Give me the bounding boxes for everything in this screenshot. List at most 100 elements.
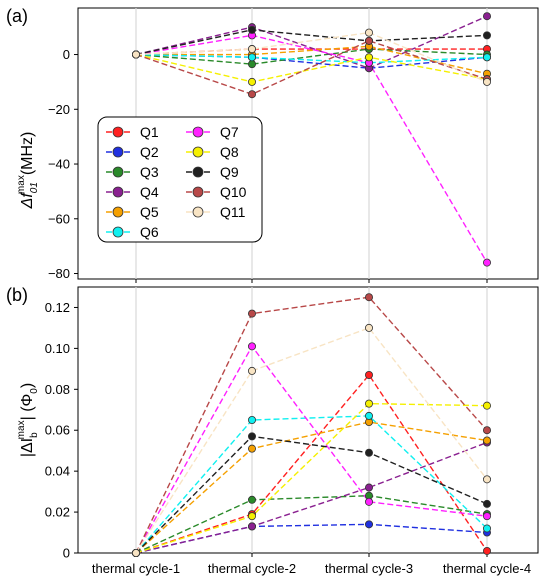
- y-tick-label: 0.04: [45, 464, 70, 479]
- y-tick-label: 0.06: [45, 423, 70, 438]
- point-q10: [364, 293, 373, 302]
- legend-label-q1: Q1: [140, 124, 159, 140]
- y-tick-label: 0.12: [45, 300, 70, 315]
- y-tick-label: −20: [48, 102, 70, 117]
- series-line-q6: [135, 415, 488, 554]
- point-q11: [247, 366, 256, 375]
- legend-marker-q8: [192, 146, 204, 158]
- y-tick-label: 0: [63, 47, 70, 62]
- x-tick-label: thermal cycle-3: [325, 561, 413, 576]
- panel-b-label: (b): [6, 285, 28, 305]
- series-line-q6: [135, 53, 488, 64]
- legend-label-q9: Q9: [220, 164, 239, 180]
- x-tick-label: thermal cycle-1: [92, 561, 180, 576]
- point-q4: [247, 522, 256, 531]
- point-q9: [247, 25, 256, 34]
- point-q11: [131, 549, 140, 558]
- panel-a-legend: Q1 Q2 Q3 Q4 Q5 Q6 Q7 Q8 Q9 Q10 Q11: [97, 116, 263, 243]
- legend-label-q6: Q6: [140, 224, 159, 240]
- point-q10: [247, 309, 256, 318]
- point-q5: [247, 444, 256, 453]
- point-q11: [131, 50, 140, 59]
- series-line-q5: [135, 421, 488, 554]
- legend-label-q4: Q4: [140, 184, 159, 200]
- point-q9: [482, 31, 491, 40]
- point-q11: [364, 323, 373, 332]
- legend-marker-q2: [112, 146, 124, 158]
- series-line-q8: [135, 53, 488, 83]
- legend-label-q11: Q11: [220, 204, 246, 220]
- panel-a-series: [131, 12, 491, 267]
- panel-a: (a) 0−20−40−60−80 Δf01max(MHz) Q1Q2Q3Q4Q…: [6, 6, 539, 283]
- point-q7: [482, 258, 491, 267]
- panel-a-y-ticks: 0 −20 −40 −60 −80: [48, 47, 78, 281]
- legend-frame: [97, 116, 263, 243]
- series-line-q4: [135, 15, 488, 69]
- legend-marker-q7: [192, 126, 204, 138]
- point-q8: [247, 77, 256, 86]
- legend-marker-q4: [112, 186, 124, 198]
- series-line-q4: [135, 441, 488, 554]
- point-q7: [247, 342, 256, 351]
- point-q4: [482, 12, 491, 21]
- point-q5: [482, 436, 491, 445]
- legend-marker-q10: [192, 186, 204, 198]
- panel-a-label: (a): [6, 6, 28, 26]
- point-q10: [364, 36, 373, 45]
- series-line-q10: [135, 296, 488, 554]
- point-q9: [482, 499, 491, 508]
- legend-marker-q5: [112, 206, 124, 218]
- y-tick-label: 0.10: [45, 341, 70, 356]
- point-q2: [364, 520, 373, 529]
- point-q1: [364, 370, 373, 379]
- y-tick-label: 0.08: [45, 382, 70, 397]
- series-line-q11: [135, 31, 488, 83]
- point-q11: [482, 77, 491, 86]
- point-q7: [364, 497, 373, 506]
- legend-marker-q11: [192, 206, 204, 218]
- panel-a-y-axis-label: Δf01max(MHz): [16, 132, 40, 210]
- series-line-q1: [135, 373, 488, 554]
- point-q6: [247, 53, 256, 62]
- x-tick-label: thermal cycle-2: [208, 561, 296, 576]
- legend-label-q3: Q3: [140, 164, 159, 180]
- legend-marker-q1: [112, 126, 124, 138]
- y-tick-label: −60: [48, 211, 70, 226]
- legend-label-q5: Q5: [140, 204, 159, 220]
- panel-b-y-ticks: 0 0.02 0.04 0.06 0.08 0.10 0.12: [45, 300, 78, 561]
- panel-b-grid: [135, 287, 488, 553]
- legend-items: Q1 Q2 Q3 Q4 Q5 Q6 Q7 Q8 Q9 Q10 Q11: [106, 124, 247, 240]
- point-q8: [364, 399, 373, 408]
- panel-b-y-axis-label: |ΔIbmax| (Φ0): [16, 383, 40, 457]
- panel-a-plot-frame: [77, 7, 539, 280]
- legend-marker-q6: [112, 226, 124, 238]
- panel-b: (b) 0 0.02 0.04 0.06 0.08 0.10 0.12 thermal cy…: [6, 285, 539, 576]
- point-q11: [482, 475, 491, 484]
- legend-label-q2: Q2: [140, 144, 159, 160]
- point-q11: [247, 45, 256, 54]
- point-q8: [364, 53, 373, 62]
- legend-label-q8: Q8: [220, 144, 239, 160]
- y-tick-label: −80: [48, 266, 70, 281]
- point-q11: [364, 28, 373, 37]
- point-q8: [247, 512, 256, 521]
- series-line-q3: [135, 495, 488, 554]
- x-tick-label: thermal cycle-4: [443, 561, 531, 576]
- series-line-q11: [135, 327, 488, 554]
- point-q4: [364, 483, 373, 492]
- point-q1: [482, 546, 491, 555]
- point-q10: [482, 426, 491, 435]
- point-q3: [247, 60, 256, 69]
- y-tick-label: 0: [63, 546, 70, 561]
- panel-b-x-ticks: thermal cycle-1 thermal cycle-2 thermal cy…: [92, 553, 531, 576]
- point-q7: [482, 512, 491, 521]
- series-line-q7: [135, 34, 488, 263]
- point-q9: [364, 448, 373, 457]
- panel-b-series: [131, 293, 491, 558]
- legend-label-q10: Q10: [220, 184, 247, 200]
- panel-b-plot-frame: [77, 286, 539, 554]
- point-q10: [247, 90, 256, 99]
- point-q9: [247, 432, 256, 441]
- point-q6: [482, 524, 491, 533]
